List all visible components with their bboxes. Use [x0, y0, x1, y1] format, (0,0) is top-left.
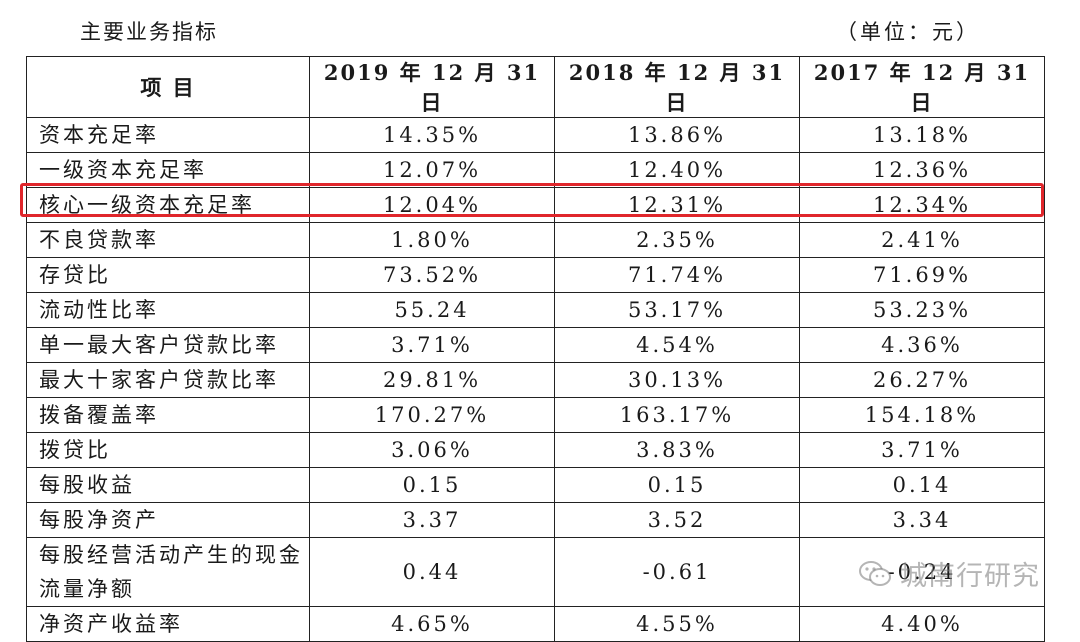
cell-value: 0.14: [799, 467, 1045, 503]
table-row: 流动性比率 55.24 53.17% 53.23%: [26, 292, 1045, 328]
header-2018: 2018 年 12 月 31 日: [554, 56, 800, 118]
cell-value: 0.44: [309, 537, 555, 607]
table-row: 拨贷比 3.06% 3.83% 3.71%: [26, 432, 1045, 468]
table-row: 单一最大客户贷款比率 3.71% 4.54% 4.36%: [26, 327, 1045, 363]
metrics-table: 项 目 2019 年 12 月 31 日 2018 年 12 月 31 日 20…: [26, 56, 1045, 642]
cell-value: 4.36%: [799, 327, 1045, 363]
cell-value: 71.74%: [554, 257, 800, 293]
row-label: 存贷比: [26, 257, 310, 293]
cell-value: 4.55%: [554, 606, 800, 642]
cell-value: 14.35%: [309, 117, 555, 153]
cell-value: 163.17%: [554, 397, 800, 433]
watermark-text: 城南行研究: [900, 561, 1040, 592]
row-label: 拨贷比: [26, 432, 310, 468]
cell-value: 29.81%: [309, 362, 555, 398]
cell-value: 26.27%: [799, 362, 1045, 398]
table-row: 资本充足率 14.35% 13.86% 13.18%: [26, 117, 1045, 153]
cell-value: 3.34: [799, 502, 1045, 538]
row-label: 资本充足率: [26, 117, 310, 153]
header-2017: 2017 年 12 月 31 日: [799, 56, 1045, 118]
table-row: 净资产收益率 4.65% 4.55% 4.40%: [26, 606, 1045, 642]
table-row: 一级资本充足率 12.07% 12.40% 12.36%: [26, 152, 1045, 188]
cell-value: 12.31%: [554, 187, 800, 223]
cell-value: 2.41%: [799, 222, 1045, 258]
row-label: 每股收益: [26, 467, 310, 503]
cell-value: 3.06%: [309, 432, 555, 468]
table-row: 拨备覆盖率 170.27% 163.17% 154.18%: [26, 397, 1045, 433]
cell-value: 4.40%: [799, 606, 1045, 642]
cell-value: 2.35%: [554, 222, 800, 258]
cell-value: 73.52%: [309, 257, 555, 293]
header-item: 项 目: [26, 56, 310, 118]
row-label: 核心一级资本充足率: [26, 187, 310, 223]
cell-value: 12.07%: [309, 152, 555, 188]
cell-value: 3.83%: [554, 432, 800, 468]
table-row: 存贷比 73.52% 71.74% 71.69%: [26, 257, 1045, 293]
table-row: 核心一级资本充足率 12.04% 12.31% 12.34%: [26, 187, 1045, 223]
row-label: 一级资本充足率: [26, 152, 310, 188]
wechat-icon: [859, 560, 891, 586]
unit-note: （单位：元）: [836, 20, 980, 44]
cell-value: 0.15: [309, 467, 555, 503]
row-label: 每股经营活动产生的现金流量净额: [26, 537, 310, 607]
row-label: 流动性比率: [26, 292, 310, 328]
header-row: 项 目 2019 年 12 月 31 日 2018 年 12 月 31 日 20…: [26, 56, 1045, 118]
watermark: 城南行研究: [858, 554, 1040, 593]
header-2019: 2019 年 12 月 31 日: [309, 56, 555, 118]
cell-value: 1.80%: [309, 222, 555, 258]
row-label: 单一最大客户贷款比率: [26, 327, 310, 363]
cell-value: 12.40%: [554, 152, 800, 188]
cell-value: 3.37: [309, 502, 555, 538]
row-label: 不良贷款率: [26, 222, 310, 258]
cell-value: 3.52: [554, 502, 800, 538]
cell-value: 154.18%: [799, 397, 1045, 433]
cell-value: 30.13%: [554, 362, 800, 398]
cell-value: 55.24: [309, 292, 555, 328]
row-label: 拨备覆盖率: [26, 397, 310, 433]
cell-value: 4.65%: [309, 606, 555, 642]
table-row-highlighted: 不良贷款率 1.80% 2.35% 2.41%: [26, 222, 1045, 258]
cell-value: 12.04%: [309, 187, 555, 223]
cell-value: 71.69%: [799, 257, 1045, 293]
cell-value: 13.18%: [799, 117, 1045, 153]
cell-value: 12.34%: [799, 187, 1045, 223]
row-label: 每股净资产: [26, 502, 310, 538]
cell-value: -0.61: [554, 537, 800, 607]
cell-value: 53.23%: [799, 292, 1045, 328]
cell-value: 13.86%: [554, 117, 800, 153]
cell-value: 0.15: [554, 467, 800, 503]
table-row: 最大十家客户贷款比率 29.81% 30.13% 26.27%: [26, 362, 1045, 398]
cell-value: 4.54%: [554, 327, 800, 363]
cell-value: 12.36%: [799, 152, 1045, 188]
table-row: 每股收益 0.15 0.15 0.14: [26, 467, 1045, 503]
cell-value: 3.71%: [799, 432, 1045, 468]
cell-value: 53.17%: [554, 292, 800, 328]
table-title: 主要业务指标: [80, 20, 218, 44]
cell-value: 170.27%: [309, 397, 555, 433]
row-label: 净资产收益率: [26, 606, 310, 642]
table-row: 每股净资产 3.37 3.52 3.34: [26, 502, 1045, 538]
row-label: 最大十家客户贷款比率: [26, 362, 310, 398]
cell-value: 3.71%: [309, 327, 555, 363]
